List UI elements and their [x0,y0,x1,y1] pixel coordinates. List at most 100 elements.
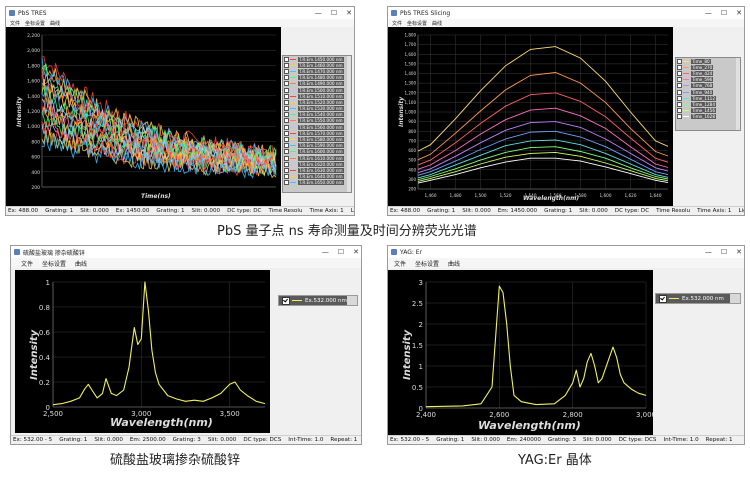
legend-checkbox[interactable] [284,62,289,68]
legend-item[interactable]: T.R.Em.1480.000 nm [283,75,351,81]
close-icon[interactable]: ✕ [353,248,359,256]
legend-checkbox[interactable] [284,81,289,87]
minimize-icon[interactable]: — [704,9,712,17]
legend-checkbox[interactable] [284,106,289,112]
legend-item[interactable]: T.R.Em.1450.000 nm [283,56,351,62]
legend-checkbox[interactable] [677,114,682,120]
legend-checkbox[interactable] [284,137,289,143]
legend-item[interactable]: Time_424 [676,70,740,76]
menu-file[interactable]: 文件 [392,20,403,27]
maximize-icon[interactable]: ☐ [330,9,338,17]
legend-checkbox[interactable] [677,77,682,83]
minimize-icon[interactable]: — [321,248,329,256]
menu-curves[interactable]: 曲线 [448,260,461,268]
legend-checkbox[interactable] [284,68,289,74]
legend-checkbox[interactable] [284,143,289,149]
maximize-icon[interactable]: ☐ [720,248,728,256]
legend-checkbox[interactable] [284,75,289,81]
legend-scroll-button[interactable] [730,294,740,303]
legend-item[interactable]: T.R.Em.1550.000 nm [283,118,351,124]
menu-file[interactable]: 文件 [10,20,21,27]
legend-checkbox[interactable] [284,87,289,93]
legend-scroll-button[interactable] [347,296,357,305]
close-icon[interactable]: ✕ [736,248,742,256]
legend-checkbox[interactable] [284,149,289,155]
legend-checkbox[interactable] [677,64,682,70]
legend-checkbox[interactable] [284,155,289,161]
plot-area[interactable]: 1,800 1,700 1,600 1,500 1,400 1,300 1,200 1,100… [388,27,673,207]
legend-item[interactable]: Time_940 [676,89,740,95]
legend-panel[interactable]: Time_80 Time_270 Time_424 Time_596 Time_768 T… [675,57,741,131]
plot-area[interactable]: 2,200 2,000 1,800 1,600 1,400 1,200 1,000 800 60… [6,27,281,207]
legend-checkbox[interactable] [284,161,289,167]
menu-file[interactable]: 文件 [394,260,407,268]
legend-item[interactable]: Time_1456 [676,108,740,114]
legend-item[interactable]: Time_1112 [676,95,740,101]
legend-item[interactable]: Time_270 [676,64,740,70]
menu-curves[interactable]: 曲线 [50,20,61,27]
legend-checkbox[interactable] [284,93,289,99]
legend-item[interactable]: T.R.Em.1540.000 nm [283,112,351,118]
menu-file[interactable]: 文件 [21,260,34,268]
legend-checkbox[interactable] [284,56,289,62]
plot-area[interactable]: 3 2.5 2 1.5 1 0.5 02,400 2,600 2,800 3,000 Intens… [388,270,653,436]
legend-item[interactable]: T.R.Em.1520.000 nm [283,99,351,105]
legend-panel[interactable]: Ex.532.000 nm [655,293,741,304]
legend-checkbox[interactable] [284,180,289,186]
legend-item[interactable]: T.R.Em.1460.000 nm [283,62,351,68]
close-icon[interactable]: ✕ [736,9,742,17]
legend-checkbox[interactable] [677,83,682,89]
legend-item[interactable]: T.R.Em.1650.000 nm [283,180,351,186]
legend-checkbox[interactable] [284,167,289,173]
legend-panel[interactable]: Ex.532.000 nm [278,295,358,306]
legend-item[interactable]: Time_80 [676,58,740,64]
legend-item[interactable]: T.R.Em.1580.000 nm [283,136,351,143]
legend-checkbox[interactable] [677,101,682,107]
menu-axis-settings[interactable]: 坐标设置 [415,260,440,268]
legend-item[interactable]: T.R.Em.1570.000 nm [283,130,351,136]
legend-panel[interactable]: T.R.Em.1450.000 nm T.R.Em.1460.000 nm T.R.… [282,55,352,193]
legend-checkbox[interactable] [284,118,289,124]
legend-item[interactable]: Time_768 [676,83,740,89]
legend-item[interactable]: T.R.Em.1600.000 nm [283,149,351,155]
legend-item[interactable]: T.R.Em.1610.000 nm [283,155,351,161]
legend-item[interactable]: T.R.Em.1510.000 nm [283,93,351,99]
legend-item[interactable]: T.R.Em.1490.000 nm [283,81,351,87]
legend-checkbox[interactable] [284,130,289,136]
legend-checkbox[interactable] [284,99,289,105]
minimize-icon[interactable]: — [704,248,712,256]
legend-checkbox[interactable] [677,70,682,76]
legend-checkbox[interactable] [677,108,682,114]
legend-checkbox[interactable] [282,296,290,305]
legend-checkbox[interactable] [677,89,682,95]
legend-checkbox[interactable] [284,124,289,130]
menu-axis-settings[interactable]: 坐标设置 [407,20,428,27]
minimize-icon[interactable]: — [314,9,322,17]
menu-curves[interactable]: 曲线 [75,260,88,268]
legend-checkbox[interactable] [677,58,682,64]
legend-item[interactable]: T.R.Em.1470.000 nm [283,68,351,74]
legend-scrollbar[interactable] [347,56,351,192]
menu-axis-settings[interactable]: 坐标设置 [25,20,46,27]
maximize-icon[interactable]: ☐ [337,248,345,256]
menu-curves[interactable]: 曲线 [432,20,443,27]
menu-axis-settings[interactable]: 坐标设置 [42,260,67,268]
legend-item[interactable]: T.R.Em.1640.000 nm [283,174,351,180]
close-icon[interactable]: ✕ [346,9,352,17]
legend-item[interactable]: Time_1284 [676,101,740,107]
legend-checkbox[interactable] [284,112,289,118]
legend-checkbox[interactable] [284,174,289,180]
maximize-icon[interactable]: ☐ [720,9,728,17]
legend-item[interactable]: T.R.Em.1630.000 nm [283,167,351,173]
legend-checkbox[interactable] [659,294,667,303]
legend-item[interactable]: Time_1628 [676,114,740,120]
legend-item[interactable]: T.R.Em.1500.000 nm [283,87,351,93]
legend-item[interactable]: Time_596 [676,77,740,83]
legend-item[interactable]: T.R.Em.1620.000 nm [283,161,351,167]
legend-checkbox[interactable] [677,95,682,101]
legend-scrollbar[interactable] [736,58,740,130]
plot-area[interactable]: 1 0.8 0.6 0.4 0.2 0 2,500 3,000 3,500 Intensity … [15,270,270,433]
legend-item[interactable]: T.R.Em.1530.000 nm [283,106,351,112]
legend-item[interactable]: T.R.Em.1590.000 nm [283,143,351,149]
legend-item[interactable]: T.R.Em.1560.000 nm [283,124,351,130]
